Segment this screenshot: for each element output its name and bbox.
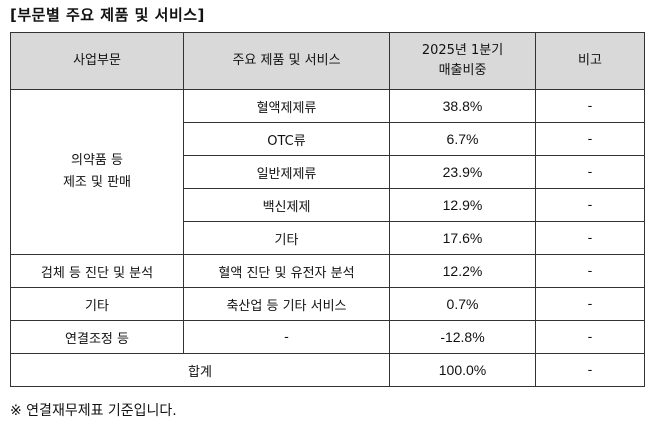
product-cell: 기타 (183, 221, 390, 255)
remark-cell: - (535, 188, 645, 222)
remark-cell: - (535, 122, 645, 156)
header-row: 사업부문 주요 제품 및 서비스 2025년 1분기 매출비중 비고 (10, 32, 645, 90)
total-label: 합계 (10, 353, 390, 387)
share-cell: 17.6% (389, 221, 536, 255)
total-row: 합계 100.0% - (10, 353, 645, 387)
header-share: 2025년 1분기 매출비중 (389, 32, 536, 90)
segment-cell: 검체 등 진단 및 분석 (10, 254, 184, 288)
remark-cell: - (535, 221, 645, 255)
footnote: ※ 연결재무제표 기준입니다. (10, 403, 177, 419)
product-cell: - (183, 320, 390, 354)
header-segment: 사업부문 (10, 32, 184, 90)
header-product: 주요 제품 및 서비스 (183, 32, 390, 90)
total-share: 100.0% (389, 353, 536, 387)
table-row: 백신제제 12.9% - (11, 188, 645, 222)
remark-cell: - (535, 320, 645, 354)
segment-cell: 연결조정 등 (10, 320, 184, 354)
share-cell: 0.7% (389, 287, 536, 321)
header-remark: 비고 (535, 32, 645, 90)
segment-table: 사업부문 주요 제품 및 서비스 2025년 1분기 매출비중 비고 의약품 등… (10, 32, 645, 387)
table-row: 기타 17.6% - (11, 221, 645, 255)
table-row: 의약품 등 제조 및 판매 혈액제제류 38.8% - (10, 89, 645, 255)
product-cell: 혈액제제류 (183, 89, 390, 123)
remark-cell: - (535, 155, 645, 189)
product-cell: 백신제제 (183, 188, 390, 222)
remark-cell: - (535, 254, 645, 288)
remark-cell: - (535, 287, 645, 321)
table-row: OTC류 6.7% - (11, 122, 645, 156)
share-cell: 6.7% (389, 122, 536, 156)
share-cell: 12.2% (389, 254, 536, 288)
remark-cell: - (535, 89, 645, 123)
segment-pharma: 의약품 등 제조 및 판매 (10, 89, 184, 255)
product-cell: 축산업 등 기타 서비스 (183, 287, 390, 321)
product-cell: 일반제제류 (183, 155, 390, 189)
segment-cell: 기타 (10, 287, 184, 321)
section-heading: [부문별 주요 제품 및 서비스] (10, 6, 205, 24)
share-cell: 38.8% (389, 89, 536, 123)
share-cell: -12.8% (389, 320, 536, 354)
table-row: 기타 축산업 등 기타 서비스 0.7% - (10, 287, 645, 321)
total-remark: - (535, 353, 645, 387)
share-cell: 12.9% (389, 188, 536, 222)
product-cell: 혈액 진단 및 유전자 분석 (183, 254, 390, 288)
table-row: 연결조정 등 - -12.8% - (10, 320, 645, 354)
table-row: 검체 등 진단 및 분석 혈액 진단 및 유전자 분석 12.2% - (10, 254, 645, 288)
product-cell: OTC류 (183, 122, 390, 156)
share-cell: 23.9% (389, 155, 536, 189)
